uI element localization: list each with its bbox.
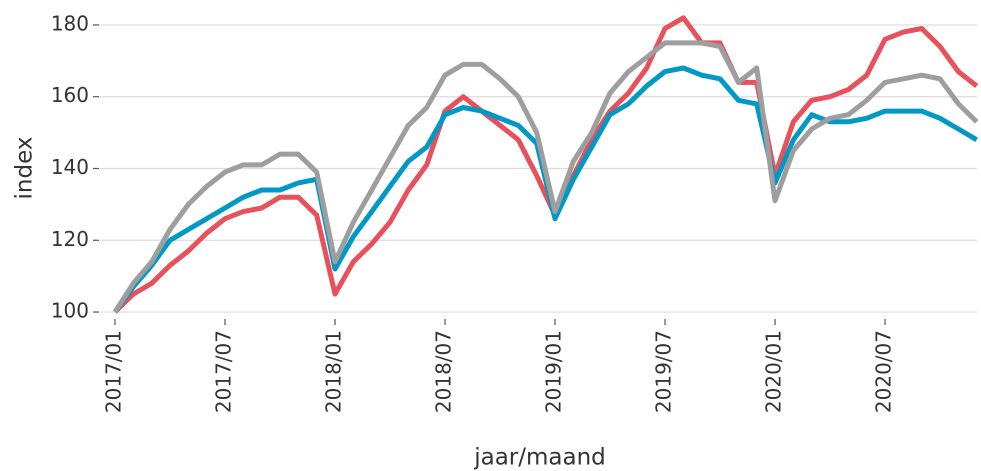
x-tick-label: 2019/07 [652,330,676,413]
series-line [112,65,978,314]
y-axis-title: index [12,137,38,200]
series-line [113,15,979,314]
x-tick-label: 2018/07 [432,330,456,413]
y-tick-label: 180 [51,11,89,35]
x-tick-label: 2017/01 [102,330,126,413]
y-tick-label: 100 [51,299,89,323]
y-tick-label: 160 [51,83,89,107]
x-tick-label: 2020/07 [872,330,896,413]
y-tick-label: 120 [51,227,89,251]
y-tick-label: 140 [51,155,89,179]
x-tick-label: 2019/01 [542,330,566,413]
x-axis-title: jaar/maand [473,445,606,471]
series-line [112,40,979,314]
x-tick-label: 2018/01 [322,330,346,413]
x-tick-label: 2020/01 [762,330,786,413]
x-tick-label: 2017/07 [212,330,236,413]
